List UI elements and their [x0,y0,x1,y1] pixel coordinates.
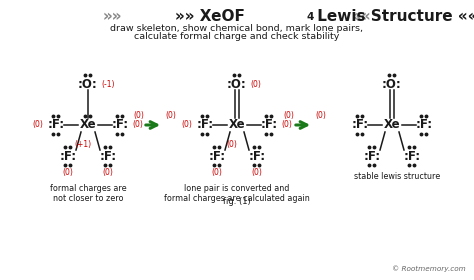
Text: Xe: Xe [383,118,401,132]
Text: fig. (1): fig. (1) [223,197,251,206]
Text: (0): (0) [63,169,73,178]
Text: stable lewis structure: stable lewis structure [354,172,440,181]
Text: (0): (0) [252,169,263,178]
Text: formal charges are
not closer to zero: formal charges are not closer to zero [50,184,126,203]
Text: :F:: :F: [351,118,369,132]
Text: (0): (0) [165,111,176,120]
Text: »» XeOF: »» XeOF [175,9,245,24]
Text: (0): (0) [182,120,192,129]
Text: Xe: Xe [80,118,96,132]
Text: draw skeleton, show chemical bond, mark lone pairs,: draw skeleton, show chemical bond, mark … [110,24,364,33]
Text: :F:: :F: [260,118,278,132]
Text: (0): (0) [227,139,237,148]
Text: (0): (0) [250,81,261,90]
Text: :F:: :F: [364,150,381,162]
Text: (0): (0) [33,120,44,129]
Text: ««: «« [352,9,372,24]
Text: (-1): (-1) [101,81,115,90]
Text: © Rootmemory.com: © Rootmemory.com [392,265,466,272]
Text: (0): (0) [134,111,145,120]
Text: :F:: :F: [196,118,214,132]
Text: (0): (0) [133,120,144,129]
Text: (0): (0) [102,169,113,178]
Text: :O:: :O: [382,78,402,92]
Text: Lewis Structure ««: Lewis Structure «« [312,9,474,24]
Text: :F:: :F: [47,118,64,132]
Text: :F:: :F: [111,118,128,132]
Text: :F:: :F: [415,118,433,132]
Text: :F:: :F: [209,150,226,162]
Text: (0): (0) [315,111,326,120]
Text: (0): (0) [211,169,222,178]
Text: (0): (0) [283,111,294,120]
Text: 4: 4 [307,12,314,22]
Text: (0): (0) [282,120,292,129]
Text: »»: »» [102,9,122,24]
Text: :F:: :F: [248,150,265,162]
Text: :F:: :F: [59,150,77,162]
Text: calculate formal charge and check stability: calculate formal charge and check stabil… [134,32,340,41]
Text: Xe: Xe [228,118,246,132]
Text: :O:: :O: [227,78,247,92]
Text: (+1): (+1) [74,139,91,148]
Text: lone pair is converted and
formal charges are calculated again: lone pair is converted and formal charge… [164,184,310,203]
Text: :O:: :O: [78,78,98,92]
Text: :F:: :F: [403,150,420,162]
Text: :F:: :F: [100,150,117,162]
